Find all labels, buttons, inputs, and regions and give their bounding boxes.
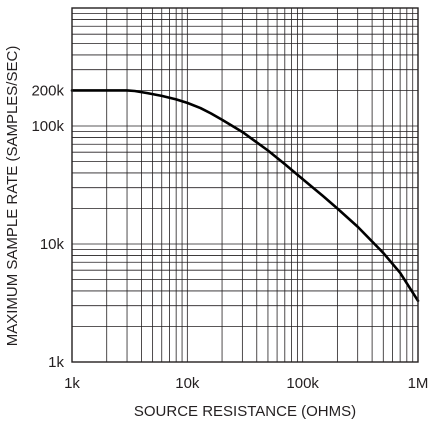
- plot-frame: [71, 7, 419, 363]
- x-axis-label: SOURCE RESISTANCE (OHMS): [134, 403, 356, 420]
- x-tick-label: 1k: [64, 375, 80, 392]
- x-tick-label: 10k: [175, 375, 200, 392]
- series-line: [70, 89, 420, 303]
- y-tick-labels: 1k 10k 100k 200k: [31, 82, 64, 371]
- y-tick-label: 10k: [40, 236, 65, 253]
- y-axis-label: MAXIMUM SAMPLE RATE (SAMPLES/SEC): [4, 46, 21, 347]
- y-tick-label: 1k: [48, 354, 64, 371]
- chart-grid: [72, 8, 418, 362]
- y-tick-label: 200k: [31, 82, 64, 99]
- x-tick-label: 1M: [408, 375, 429, 392]
- x-tick-labels: 1k 10k 100k 1M: [64, 375, 428, 392]
- x-tick-label: 100k: [286, 375, 319, 392]
- y-tick-label: 100k: [31, 118, 64, 135]
